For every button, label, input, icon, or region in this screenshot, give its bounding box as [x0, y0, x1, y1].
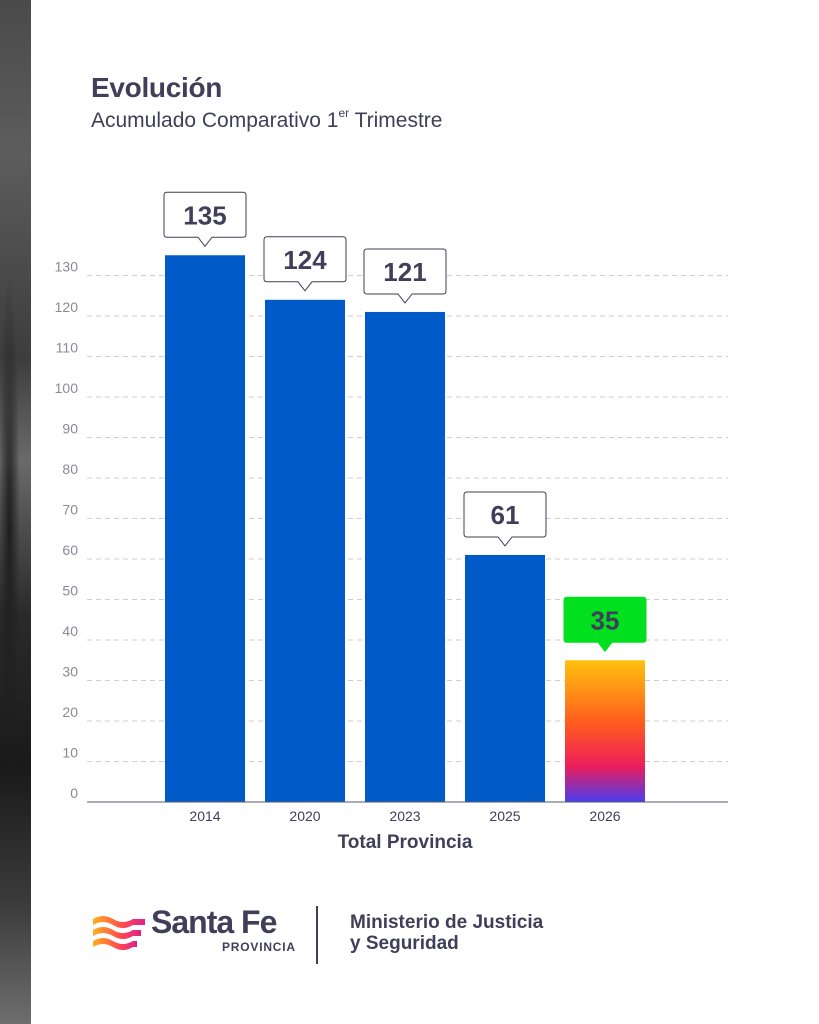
ministry-line-1: Ministerio de Justicia — [350, 912, 544, 933]
y-tick-label: 20 — [62, 704, 78, 720]
bar-2014 — [165, 255, 245, 802]
brand-subtitle: PROVINCIA — [222, 940, 296, 954]
y-tick-label: 100 — [55, 380, 79, 396]
data-label: 61 — [491, 500, 520, 530]
x-axis-title: Total Provincia — [337, 832, 473, 853]
y-tick-label: 130 — [55, 259, 79, 275]
y-tick-label: 0 — [70, 785, 78, 801]
footer-divider — [316, 906, 318, 964]
background-photo-strip — [0, 0, 31, 1024]
bar-2026 — [565, 660, 645, 802]
x-tick-label: 2026 — [589, 808, 620, 824]
ministry-line-2: y Seguridad — [350, 933, 459, 954]
data-label: 135 — [183, 200, 226, 230]
data-label: 35 — [591, 605, 620, 635]
y-tick-label: 90 — [62, 421, 78, 437]
chart-subtitle: Acumulado Comparativo 1er Trimestre — [91, 106, 443, 133]
ministry-name: Ministerio de Justicia y Seguridad — [350, 912, 543, 954]
callout-box — [363, 248, 447, 304]
value-callout: 121 — [363, 248, 447, 304]
santa-fe-logo-icon — [93, 916, 145, 950]
callout-box — [263, 236, 347, 292]
value-callout: 135 — [163, 191, 247, 248]
y-tick-label: 30 — [62, 664, 78, 680]
y-tick-label: 40 — [62, 623, 78, 639]
subtitle-superscript: er — [338, 106, 350, 120]
x-tick-label: 2014 — [189, 808, 220, 824]
x-axis-categories: 2014 2020 2023 2025 2026 — [189, 808, 620, 824]
y-tick-label: 70 — [62, 502, 78, 518]
callout-box — [463, 491, 547, 547]
value-callout: 35 — [563, 596, 647, 653]
y-tick-label: 80 — [62, 461, 78, 477]
value-labels: 135 124 121 61 35 — [163, 191, 647, 653]
chart-title: Evolución — [91, 72, 223, 103]
x-tick-label: 2023 — [389, 808, 420, 824]
callout-box — [563, 596, 647, 653]
y-tick-label: 50 — [62, 583, 78, 599]
y-tick-label: 120 — [55, 299, 79, 315]
subtitle-end: Trimestre — [349, 109, 443, 132]
bar-2023 — [365, 311, 445, 802]
bar-2020 — [265, 299, 345, 802]
y-tick-label: 110 — [56, 340, 79, 356]
callout-box — [163, 191, 247, 248]
data-label: 121 — [383, 257, 426, 287]
value-callout: 124 — [263, 236, 347, 292]
data-label: 124 — [283, 245, 327, 275]
x-tick-label: 2020 — [289, 808, 320, 824]
subtitle-main: Acumulado Comparativo 1 — [91, 109, 339, 132]
y-tick-label: 60 — [62, 542, 78, 558]
bar-2025 — [465, 554, 545, 802]
y-axis-ticks: 0 10 20 30 40 50 60 70 80 90 100 110 120 130 — [55, 259, 79, 802]
value-callout: 61 — [463, 491, 547, 547]
y-tick-label: 10 — [62, 745, 78, 761]
x-tick-label: 2025 — [489, 808, 520, 824]
bars — [165, 255, 645, 802]
brand-name: Santa Fe — [151, 904, 277, 940]
